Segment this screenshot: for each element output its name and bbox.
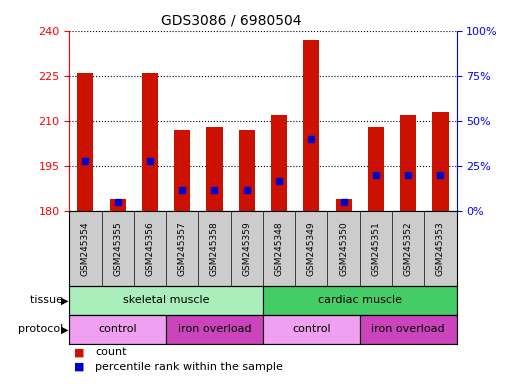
Bar xyxy=(142,73,158,211)
Bar xyxy=(174,130,190,211)
Bar xyxy=(336,199,352,211)
Bar xyxy=(77,73,93,211)
Text: ■: ■ xyxy=(74,362,88,372)
Bar xyxy=(360,315,457,344)
Text: ■: ■ xyxy=(74,347,88,358)
Text: GSM245354: GSM245354 xyxy=(81,221,90,276)
Text: iron overload: iron overload xyxy=(371,324,445,334)
Bar xyxy=(69,286,263,315)
Text: GSM245348: GSM245348 xyxy=(274,221,284,276)
Bar xyxy=(400,115,416,211)
Text: protocol: protocol xyxy=(18,324,67,334)
Text: GSM245355: GSM245355 xyxy=(113,221,122,276)
Bar xyxy=(432,112,448,211)
Text: GDS3086 / 6980504: GDS3086 / 6980504 xyxy=(161,13,301,27)
Text: ▶: ▶ xyxy=(61,295,68,306)
Bar xyxy=(239,130,255,211)
Text: GSM245350: GSM245350 xyxy=(339,221,348,276)
Text: iron overload: iron overload xyxy=(177,324,251,334)
Bar xyxy=(69,315,166,344)
Bar xyxy=(110,199,126,211)
Bar xyxy=(206,127,223,211)
Text: control: control xyxy=(292,324,331,334)
Text: GSM245358: GSM245358 xyxy=(210,221,219,276)
Bar xyxy=(263,315,360,344)
Text: skeletal muscle: skeletal muscle xyxy=(123,295,209,306)
Text: cardiac muscle: cardiac muscle xyxy=(318,295,402,306)
Text: count: count xyxy=(95,347,126,358)
Text: GSM245356: GSM245356 xyxy=(146,221,154,276)
Text: GSM245349: GSM245349 xyxy=(307,221,316,276)
Text: percentile rank within the sample: percentile rank within the sample xyxy=(95,362,283,372)
Bar xyxy=(303,40,320,211)
Text: GSM245352: GSM245352 xyxy=(404,221,412,276)
Text: GSM245359: GSM245359 xyxy=(242,221,251,276)
Text: ▶: ▶ xyxy=(61,324,68,334)
Text: GSM245357: GSM245357 xyxy=(177,221,187,276)
Bar xyxy=(271,115,287,211)
Bar xyxy=(368,127,384,211)
Text: GSM245353: GSM245353 xyxy=(436,221,445,276)
Text: GSM245351: GSM245351 xyxy=(371,221,380,276)
Bar xyxy=(166,315,263,344)
Bar xyxy=(263,286,457,315)
Text: control: control xyxy=(98,324,137,334)
Text: tissue: tissue xyxy=(30,295,67,306)
